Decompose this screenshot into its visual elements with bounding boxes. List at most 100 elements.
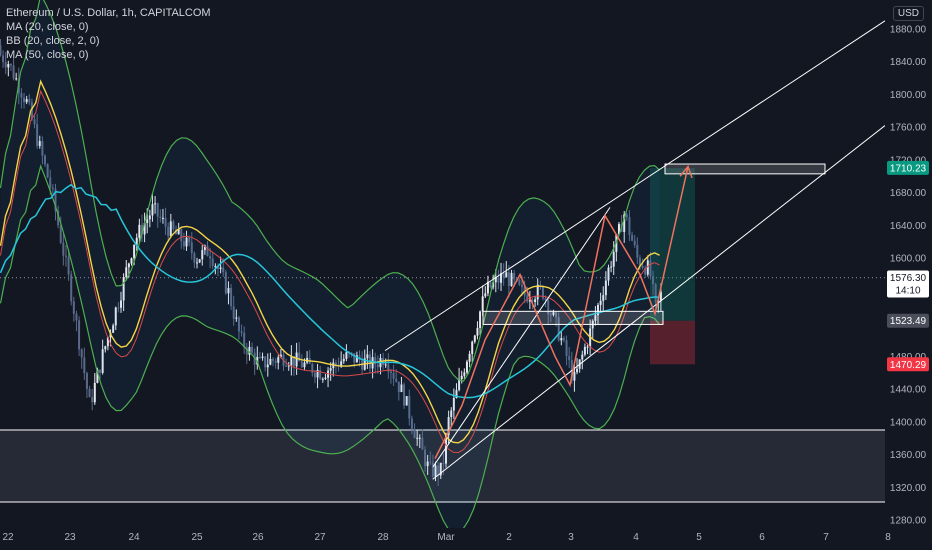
candle-body <box>12 65 15 79</box>
candle-body <box>28 99 31 103</box>
candle-body <box>127 263 130 268</box>
candle-body <box>237 317 240 332</box>
candle-body <box>536 284 539 300</box>
indicator-ma50[interactable]: MA (50, close, 0) <box>6 49 89 61</box>
candle-body <box>463 372 466 376</box>
candle-body <box>125 267 128 278</box>
candle-body <box>138 224 141 238</box>
candle-body <box>628 217 631 235</box>
candle-body <box>471 341 474 354</box>
candle-body <box>389 371 392 373</box>
candle-body <box>594 315 597 321</box>
candle-body <box>269 358 272 365</box>
candle-body <box>25 99 28 103</box>
candle-body <box>573 372 576 381</box>
y-tick-label: 1600.00 <box>890 254 927 265</box>
candle-body <box>264 356 267 368</box>
candle-body <box>489 281 492 288</box>
candle-body <box>334 362 337 365</box>
candle-body <box>51 187 54 189</box>
candle-body <box>610 266 613 268</box>
candle-body <box>57 210 60 226</box>
candle-body <box>473 335 476 342</box>
y-tick-label: 1320.00 <box>890 483 927 494</box>
candle-body <box>156 203 159 217</box>
candle-body <box>78 320 81 350</box>
currency-badge[interactable]: USD <box>892 6 924 21</box>
candle-body <box>112 325 115 333</box>
candle-body <box>547 300 550 315</box>
candle-body <box>625 214 628 218</box>
candle-body <box>555 312 558 318</box>
indicator-ma20[interactable]: MA (20, close, 0) <box>6 21 89 33</box>
stop-price-tag-bg <box>887 357 929 372</box>
x-tick-label: 23 <box>64 532 76 543</box>
candle-body <box>0 45 2 56</box>
candle-body <box>659 291 662 301</box>
candle-body <box>597 304 600 316</box>
candle-body <box>638 257 641 266</box>
x-tick-label: 8 <box>885 532 891 543</box>
candle-body <box>80 349 83 358</box>
candle-body <box>321 378 324 380</box>
entry-price-tag-bg <box>887 313 929 328</box>
candle-body <box>211 258 214 266</box>
candle-body <box>188 237 191 243</box>
candle-body <box>437 465 440 476</box>
bb-basis <box>0 89 660 454</box>
candle-body <box>101 349 104 373</box>
candle-body <box>85 373 88 389</box>
stop-price-tag-value: 1470.29 <box>890 360 927 371</box>
candle-body <box>272 358 275 361</box>
candle-body <box>455 390 458 399</box>
candle-body <box>240 331 243 333</box>
candle-body <box>505 272 508 278</box>
x-tick-label: 26 <box>252 532 264 543</box>
x-tick-label: 22 <box>2 532 14 543</box>
candle-body <box>518 279 521 285</box>
candle-body <box>429 461 432 463</box>
candle-body <box>167 226 170 237</box>
candle-body <box>277 357 280 363</box>
candle-body <box>486 281 489 294</box>
candle-body <box>581 354 584 360</box>
candle-body <box>287 365 290 367</box>
x-tick-label: 24 <box>128 532 140 543</box>
candle-body <box>266 364 269 368</box>
candle-body <box>465 361 468 373</box>
candle-body <box>54 188 57 211</box>
candle-body <box>2 55 5 63</box>
candle-body <box>161 217 164 219</box>
candle-body <box>303 362 306 368</box>
candle-body <box>599 300 602 305</box>
candle-body <box>4 62 7 68</box>
candle-body <box>633 240 636 246</box>
candle-body <box>209 256 212 259</box>
candle-body <box>295 352 298 367</box>
candle-body <box>203 245 206 251</box>
x-tick-label: Mar <box>437 532 455 543</box>
candle-body <box>439 462 442 476</box>
candle-body <box>64 255 67 257</box>
indicator-bb[interactable]: BB (20, close, 2, 0) <box>6 35 100 47</box>
candle-body <box>169 221 172 237</box>
candle-body <box>552 312 555 315</box>
candle-body <box>366 354 369 359</box>
long-position-loss <box>650 320 695 365</box>
candle-body <box>562 337 565 341</box>
candle-body <box>193 253 196 263</box>
candle-body <box>88 388 91 398</box>
projection-path <box>434 166 689 459</box>
resistance-box <box>664 163 826 175</box>
candle-body <box>384 364 387 366</box>
candle-body <box>416 437 419 439</box>
candle-body <box>83 357 86 374</box>
candle-body <box>617 224 620 235</box>
candle-body <box>652 276 655 285</box>
candle-body <box>177 228 180 235</box>
candle-body <box>431 462 434 477</box>
candle-body <box>565 340 568 357</box>
candle-body <box>190 242 193 254</box>
x-tick-label: 27 <box>314 532 326 543</box>
